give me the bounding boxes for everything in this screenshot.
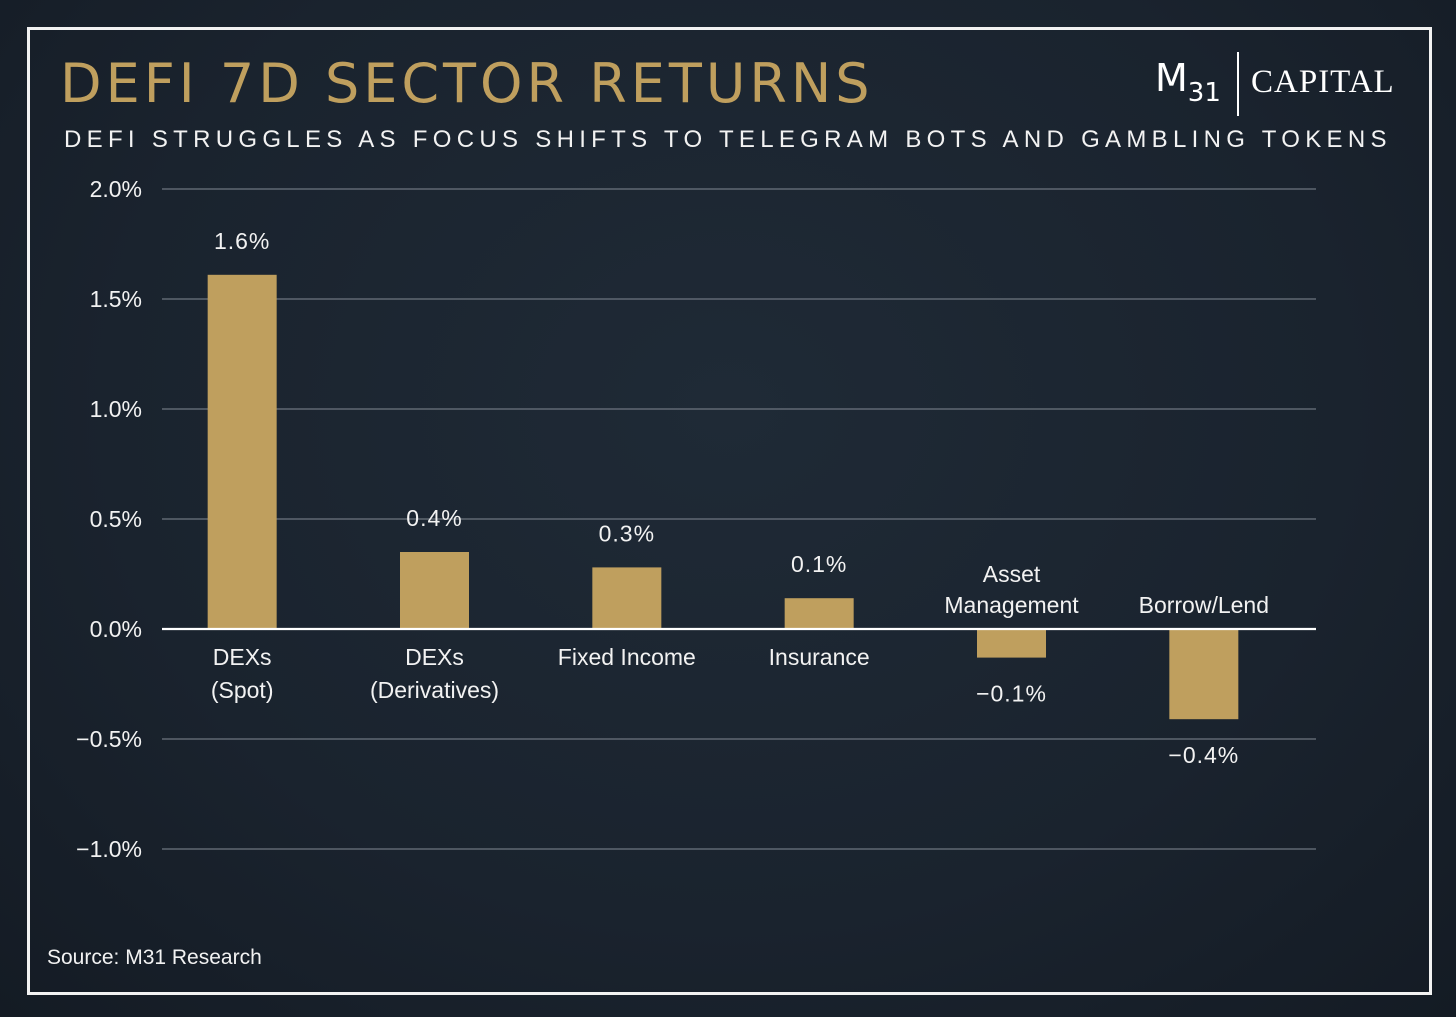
bar-value-label: −0.1% bbox=[976, 681, 1047, 707]
category-label: Insurance bbox=[769, 644, 870, 670]
bar-value-label: 0.4% bbox=[406, 505, 462, 531]
category-label: DEXs bbox=[405, 644, 464, 670]
gridlines bbox=[162, 188, 1316, 850]
y-tick-label: 1.5% bbox=[90, 286, 142, 312]
y-tick-label: −1.0% bbox=[76, 836, 142, 862]
bar-value-label: −0.4% bbox=[1168, 742, 1239, 768]
chart-subtitle: DEFI STRUGGLES AS FOCUS SHIFTS TO TELEGR… bbox=[64, 126, 1392, 153]
y-tick-label: 1.0% bbox=[90, 396, 142, 422]
y-tick-label: −0.5% bbox=[76, 726, 142, 752]
logo-mark-letter: M bbox=[1155, 56, 1188, 100]
bar bbox=[784, 598, 854, 629]
logo-wordmark: CAPITAL bbox=[1251, 64, 1395, 100]
source-note: Source: M31 Research bbox=[47, 946, 262, 969]
category-label: Fixed Income bbox=[558, 644, 696, 670]
bar bbox=[207, 274, 277, 629]
card-frame bbox=[27, 27, 1432, 995]
category-label: DEXs bbox=[213, 644, 272, 670]
logo-mark: M31 bbox=[1155, 56, 1221, 108]
chart-title: DEFI 7D SECTOR RETURNS bbox=[60, 52, 874, 115]
logo-divider bbox=[1237, 52, 1239, 116]
bar-value-label: 0.3% bbox=[599, 520, 655, 546]
y-tick-label: 0.0% bbox=[90, 616, 142, 642]
bar bbox=[400, 552, 469, 629]
bar-value-label: 0.1% bbox=[791, 551, 847, 577]
bar bbox=[977, 629, 1046, 658]
category-label: (Spot) bbox=[211, 677, 274, 703]
category-label: (Derivatives) bbox=[370, 677, 499, 703]
y-tick-label: 2.0% bbox=[90, 176, 142, 202]
bar bbox=[1169, 629, 1239, 720]
category-label: Management bbox=[944, 592, 1079, 618]
y-tick-label: 0.5% bbox=[90, 506, 142, 532]
bar bbox=[592, 567, 662, 629]
category-label: Asset bbox=[983, 561, 1041, 587]
labels: 2.0% 1.5% 1.0% 0.5% 0.0% −0.5% −1.0% 1.6% DEXs (S… bbox=[76, 176, 1269, 862]
category-label: Borrow/Lend bbox=[1139, 592, 1269, 618]
logo-mark-subscript: 31 bbox=[1187, 78, 1221, 108]
bar-value-label: 1.6% bbox=[214, 228, 270, 254]
bars bbox=[207, 274, 1239, 720]
